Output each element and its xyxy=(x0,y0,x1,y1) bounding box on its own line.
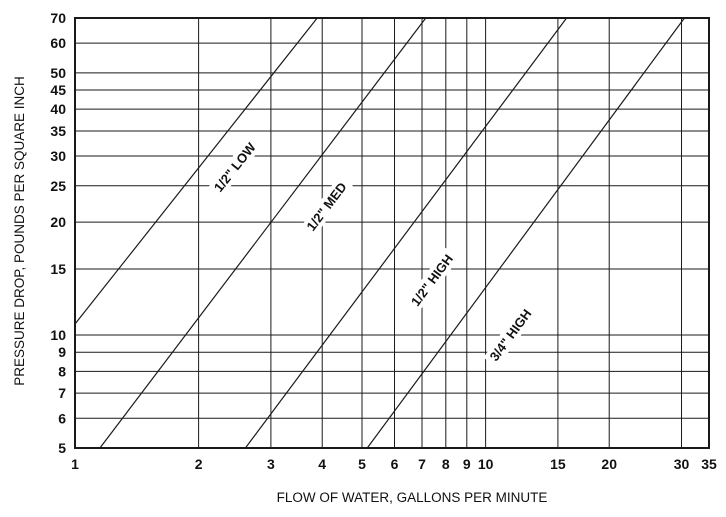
y-tick-label: 7 xyxy=(58,385,66,401)
x-tick-label: 6 xyxy=(391,456,399,472)
x-tick-label: 1 xyxy=(71,456,79,472)
series-label-text: 1/2" MED xyxy=(303,179,349,233)
x-tick-label: 30 xyxy=(674,456,690,472)
series-label-background xyxy=(300,175,353,238)
x-tick-label: 35 xyxy=(701,456,717,472)
y-tick-label: 30 xyxy=(50,148,66,164)
x-tick-label: 20 xyxy=(601,456,617,472)
y-axis-label: PRESSURE DROP, POUNDS PER SQUARE INCH xyxy=(12,76,27,386)
x-tick-label: 15 xyxy=(550,456,566,472)
series-label-background xyxy=(404,247,460,313)
series-label-background xyxy=(207,135,263,199)
y-tick-label: 40 xyxy=(50,101,66,117)
series-label-1-2-low: 1/2" LOW xyxy=(207,135,263,199)
series-label-background xyxy=(483,302,538,368)
x-tick-label: 8 xyxy=(442,456,450,472)
x-tick-label: 10 xyxy=(478,456,494,472)
series-layer xyxy=(74,17,685,449)
y-tick-label: 50 xyxy=(50,65,66,81)
series-line-1-2-med xyxy=(99,17,427,449)
y-tick-label: 8 xyxy=(58,363,66,379)
y-tick-label: 15 xyxy=(50,261,66,277)
series-label-1-2-med: 1/2" MED xyxy=(300,175,353,238)
x-axis-label: FLOW OF WATER, GALLONS PER MINUTE xyxy=(277,490,548,505)
series-line-1-2-high xyxy=(244,17,568,449)
y-tick-label: 45 xyxy=(50,82,66,98)
x-tick-label: 9 xyxy=(463,456,471,472)
series-line-3-4-high xyxy=(366,17,685,449)
y-tick-label: 25 xyxy=(50,178,66,194)
tick-label-layer: 1 2 3 4 5 6 7 8 9 10 15 20 30 35567891015202530354045… xyxy=(50,10,717,472)
y-tick-label: 60 xyxy=(50,35,66,51)
x-tick-label: 3 xyxy=(267,456,275,472)
x-tick-label: 5 xyxy=(358,456,366,472)
grid-layer xyxy=(75,18,709,448)
series-label-1-2-high: 1/2" HIGH xyxy=(404,247,460,313)
y-tick-label: 5 xyxy=(58,440,66,456)
y-tick-label: 35 xyxy=(50,123,66,139)
series-line-1-2-low xyxy=(74,17,318,325)
y-tick-label: 20 xyxy=(50,214,66,230)
series-label-text: 1/2" HIGH xyxy=(408,252,456,309)
y-tick-label: 9 xyxy=(58,344,66,360)
y-tick-label: 70 xyxy=(50,10,66,26)
series-label-text: 1/2" LOW xyxy=(211,139,259,194)
x-tick-label: 7 xyxy=(418,456,426,472)
x-tick-label: 2 xyxy=(195,456,203,472)
y-tick-label: 6 xyxy=(58,410,66,426)
x-tick-label: 4 xyxy=(318,456,326,472)
plot-frame xyxy=(74,17,710,449)
y-tick-label: 10 xyxy=(50,327,66,343)
